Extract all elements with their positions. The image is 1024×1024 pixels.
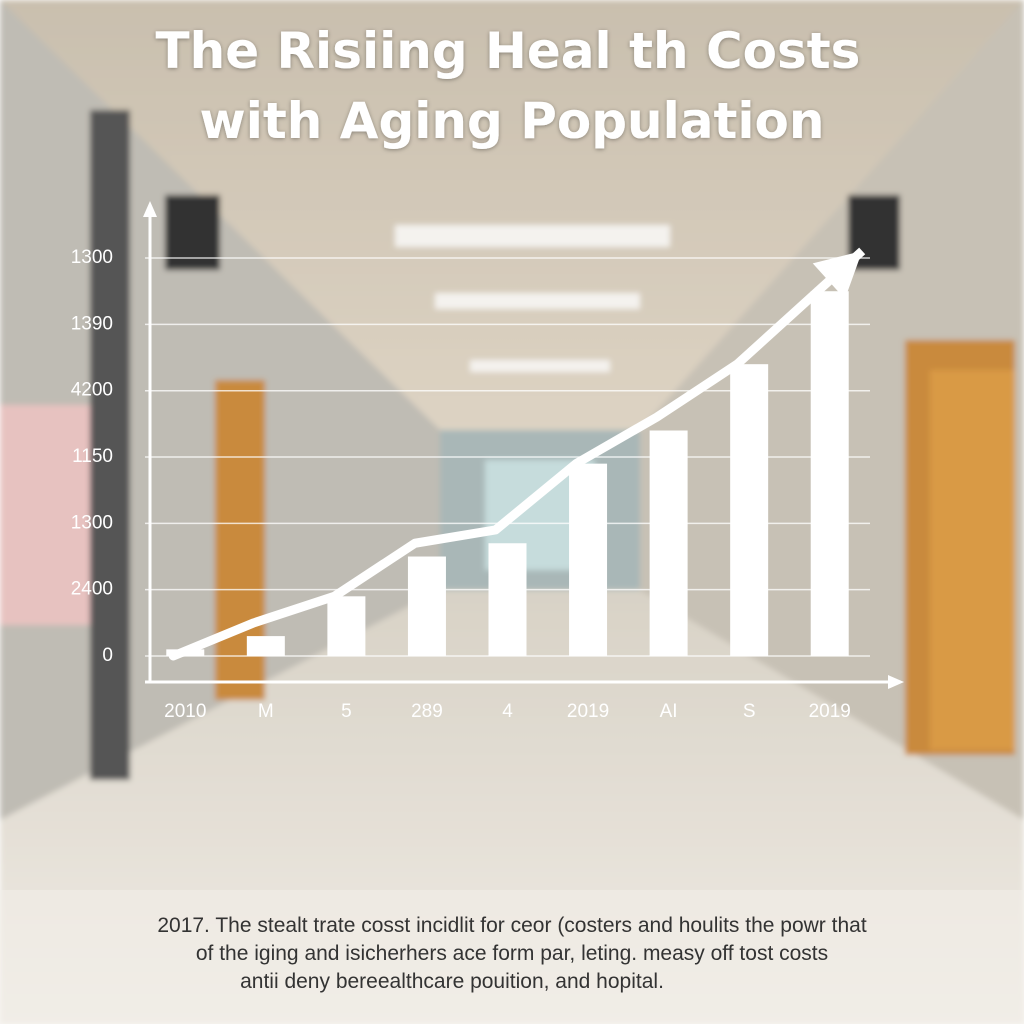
trend-line xyxy=(168,286,823,661)
bar xyxy=(730,364,769,656)
bar xyxy=(488,543,527,656)
bar xyxy=(407,556,446,656)
x-axis-arrow xyxy=(888,675,904,689)
x-tick-label: AI xyxy=(660,701,678,722)
caption-panel xyxy=(0,890,1024,1024)
bar xyxy=(246,636,285,656)
chart-title: with Aging Population xyxy=(200,92,825,150)
caption: antii deny bereealthcare pouition, and h… xyxy=(240,970,664,993)
y-tick-label: 4200 xyxy=(71,380,113,401)
trend-arrow-head xyxy=(812,250,863,299)
y-tick-label: 1300 xyxy=(71,247,113,268)
x-tick-label: 2019 xyxy=(567,701,609,722)
x-tick-label: M xyxy=(258,701,274,722)
x-tick-label: 4 xyxy=(502,701,513,722)
x-tick-label: S xyxy=(743,701,756,722)
bar xyxy=(569,463,608,656)
x-tick-label: 5 xyxy=(341,701,352,722)
caption: of the iging and isicherhers ace form pa… xyxy=(196,942,828,965)
bar xyxy=(327,596,366,656)
x-tick-label: 2019 xyxy=(809,701,851,722)
x-tick-label: 289 xyxy=(411,701,443,722)
caption: 2017. The stealt trate cosst incidlit fo… xyxy=(157,914,866,937)
y-tick-label: 0 xyxy=(102,645,113,666)
y-axis-arrow xyxy=(143,201,157,217)
x-tick-label: 2010 xyxy=(164,701,206,722)
chart-title: The Risiing Heal th Costs xyxy=(156,22,861,80)
y-tick-label: 1300 xyxy=(71,512,113,533)
bar xyxy=(649,430,688,656)
y-tick-label: 2400 xyxy=(71,579,113,600)
y-tick-label: 1150 xyxy=(72,446,113,467)
bar xyxy=(810,291,849,656)
y-tick-label: 1390 xyxy=(71,313,113,334)
